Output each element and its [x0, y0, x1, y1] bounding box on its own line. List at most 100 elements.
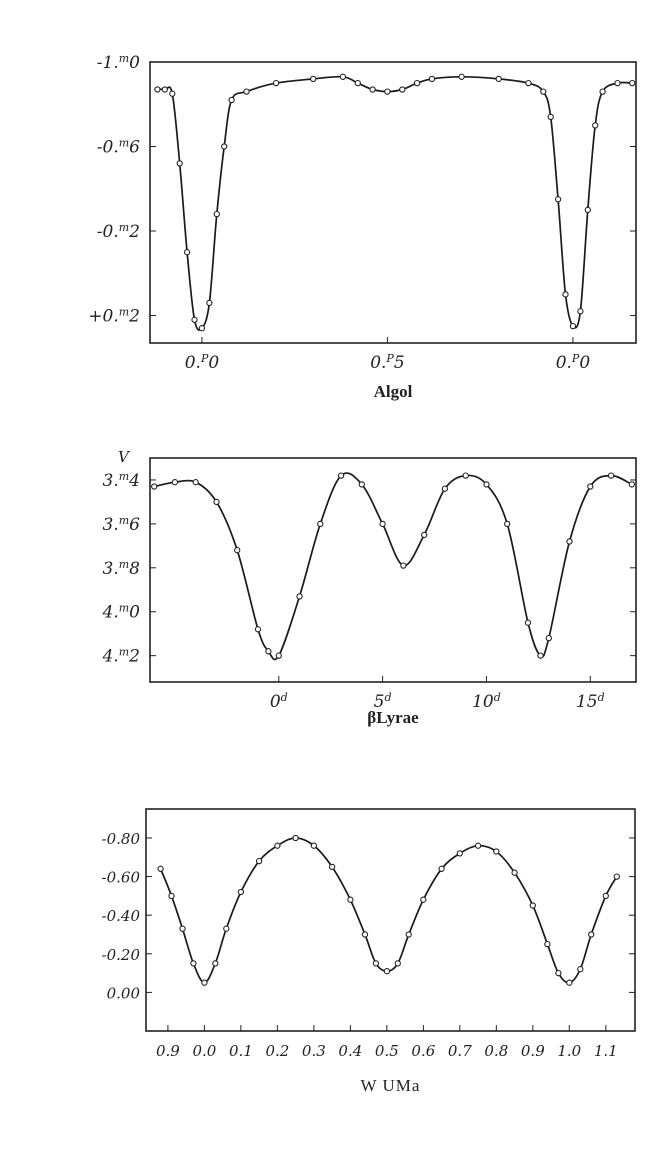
data-point — [317, 520, 324, 528]
data-point — [584, 206, 591, 214]
data-point — [555, 969, 562, 977]
data-point — [213, 210, 220, 218]
x-tick-label: 0.8 — [484, 1042, 508, 1060]
data-point — [190, 960, 197, 967]
chart-panel-1: -1.m0 -0.m6 -0.m2 +0.m2 0.P0 0.P5 0.P0 Algol — [88, 52, 637, 401]
data-point — [206, 299, 213, 307]
data-point — [296, 593, 303, 600]
data-point — [629, 79, 636, 87]
plot-frame — [149, 61, 637, 344]
data-point — [495, 75, 502, 83]
data-point — [272, 79, 280, 87]
data-point — [428, 75, 436, 83]
data-point — [462, 472, 469, 479]
x-tick-label: 0.P0 — [556, 352, 591, 374]
data-point — [566, 979, 573, 986]
data-point — [265, 648, 272, 655]
data-point — [628, 481, 635, 488]
y-tick-label: -1.m0 — [97, 52, 140, 74]
x-tick-label: 15d — [576, 691, 605, 713]
data-point — [183, 249, 191, 256]
x-tick-label: 0.6 — [411, 1042, 435, 1060]
x-tick-label: 10d — [472, 691, 501, 713]
x-tick-label: 0.9 — [156, 1042, 180, 1060]
x-tick-label: 0.P0 — [185, 352, 220, 374]
data-point — [213, 498, 220, 506]
data-point — [328, 863, 336, 871]
y-tick-label: +0.m2 — [88, 305, 140, 327]
x-tick-label: 0.7 — [448, 1042, 472, 1060]
plot-frame — [149, 457, 637, 683]
y-tick-label: 4.m0 — [102, 601, 141, 623]
y-tick-label: 3.m8 — [103, 557, 141, 579]
light-curve-line — [157, 75, 633, 331]
data-point — [562, 291, 569, 298]
light-curve-line — [154, 472, 633, 661]
x-tick-label: 0.1 — [229, 1042, 253, 1060]
plot-frame — [145, 808, 636, 1032]
y-tick-label: 0.00 — [107, 984, 141, 1002]
chart-title: βLyrae — [367, 708, 419, 727]
y-tick-label: -0.80 — [102, 830, 141, 848]
data-point — [223, 925, 230, 932]
x-tick-label: 0.5 — [375, 1042, 399, 1060]
y-tick-label: 3.m4 — [103, 469, 141, 491]
x-tick-label: 0.9 — [521, 1042, 545, 1060]
data-point — [493, 848, 500, 855]
x-tick-label: 0.3 — [302, 1042, 326, 1060]
data-point — [525, 79, 532, 87]
data-point — [168, 892, 175, 900]
data-point — [255, 857, 263, 865]
data-point — [587, 483, 594, 490]
data-point — [540, 88, 547, 95]
data-point — [524, 619, 532, 626]
data-point — [614, 79, 621, 87]
y-tick-label: 4.m2 — [102, 645, 141, 667]
chart-title: W UMa — [361, 1076, 421, 1095]
data-point — [413, 79, 421, 87]
data-point — [292, 834, 299, 842]
data-point — [198, 325, 206, 332]
data-point — [369, 86, 376, 93]
y-tick-label: -0.20 — [102, 946, 141, 964]
data-point — [438, 865, 445, 872]
y-tick-label: -0.m2 — [97, 221, 140, 243]
data-point — [569, 322, 577, 330]
x-tick-label: 0.4 — [338, 1042, 362, 1060]
data-point — [458, 73, 465, 80]
data-point — [201, 979, 208, 986]
data-point — [577, 308, 584, 315]
data-point — [483, 481, 490, 488]
light-curve-line — [159, 837, 618, 984]
data-point — [191, 316, 198, 323]
data-point — [456, 850, 463, 857]
data-point — [613, 873, 620, 880]
data-point — [310, 842, 318, 849]
data-point — [275, 652, 282, 659]
data-point — [212, 960, 219, 967]
data-point — [161, 86, 168, 93]
x-tick-label: 0d — [270, 691, 288, 713]
data-point — [379, 520, 386, 528]
data-point — [361, 931, 369, 938]
y-tick-label: -0.60 — [102, 869, 141, 887]
data-point — [405, 931, 412, 938]
data-point — [358, 481, 365, 488]
data-point — [554, 196, 562, 203]
data-point — [354, 79, 361, 87]
data-point — [372, 960, 380, 967]
data-point — [545, 634, 552, 642]
data-point — [592, 122, 599, 129]
data-point — [154, 86, 161, 93]
x-tick-label: 0.2 — [265, 1042, 289, 1060]
data-point — [607, 472, 615, 479]
y-axis-label: V — [118, 448, 131, 466]
y-tick-label: -0.40 — [102, 907, 141, 925]
data-point — [547, 113, 554, 121]
data-point — [151, 483, 158, 490]
x-tick-label: 0.0 — [192, 1042, 216, 1060]
data-point — [347, 896, 354, 903]
data-point — [310, 75, 317, 83]
